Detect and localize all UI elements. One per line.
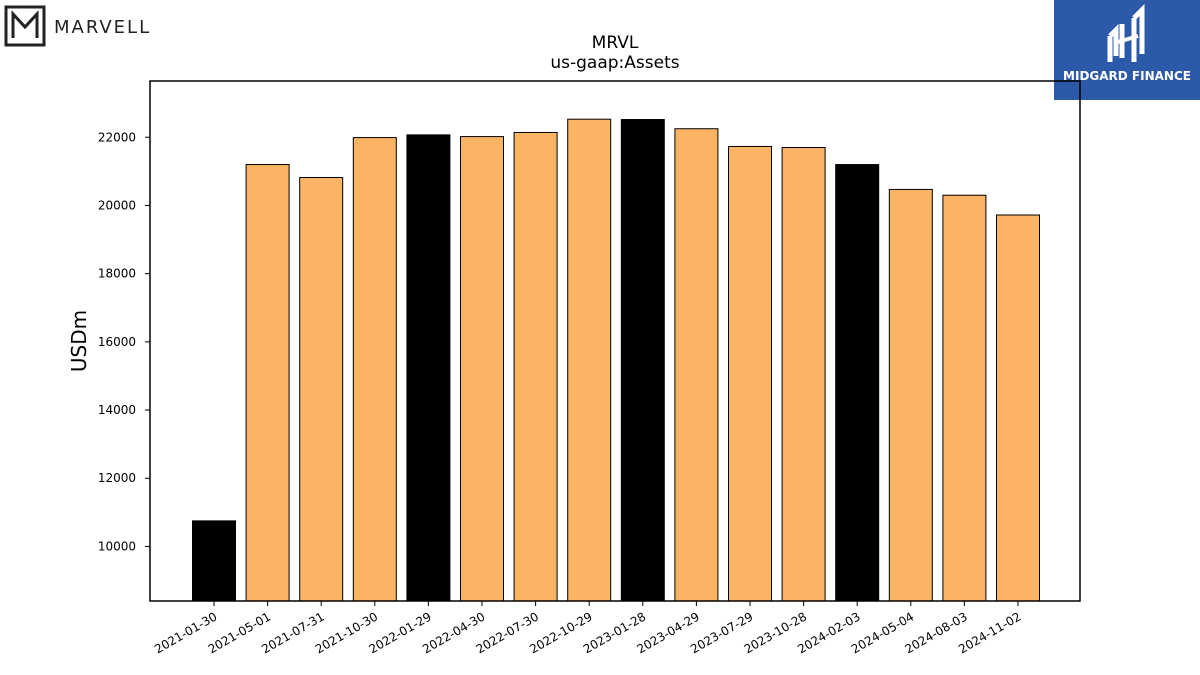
bar-2023-07-29	[728, 145, 772, 602]
y-tick-label: 18000	[98, 267, 136, 281]
bar-2024-02-03	[835, 164, 880, 602]
bar-2023-04-29	[674, 128, 719, 602]
y-tick-label: 14000	[98, 403, 136, 417]
y-axis-label: USDm	[67, 310, 91, 372]
x-ticks-group: 2021-01-302021-05-012021-07-312021-10-30…	[152, 601, 1024, 656]
bar-2022-04-30	[460, 136, 504, 602]
y-tick-label: 16000	[98, 335, 136, 349]
y-ticks-group: 10000 12000 14000 16000 18000 20000 22000	[98, 130, 150, 553]
y-tick-label: 22000	[98, 130, 136, 144]
bar-2023-10-28	[781, 146, 826, 602]
y-tick-label: 12000	[98, 471, 136, 485]
marvell-logo: MARVELL	[4, 5, 151, 47]
bar-2021-07-31	[299, 177, 344, 602]
chart-title: MRVL	[592, 33, 639, 53]
bars-group	[192, 118, 1040, 602]
bar-2024-08-03	[942, 194, 987, 602]
marvell-logo-text: MARVELL	[54, 17, 151, 38]
y-tick-label: 10000	[98, 539, 136, 553]
bar-2023-01-28	[620, 119, 665, 602]
bar-2021-01-30	[192, 520, 236, 602]
bar-2022-07-30	[513, 131, 558, 602]
bar-2021-10-30	[352, 137, 397, 602]
chart-subtitle: us-gaap:Assets	[550, 53, 679, 73]
y-tick-label: 20000	[98, 198, 136, 212]
bar-2021-05-01	[245, 164, 290, 602]
midgard-finance-logo-text: MIDGARD FINANCE	[1063, 69, 1191, 83]
plot-frame	[149, 80, 1081, 602]
midgard-finance-logo: MIDGARD FINANCE	[1054, 0, 1200, 100]
bar-2022-10-29	[567, 118, 612, 602]
bar-2024-11-02	[996, 214, 1040, 602]
marvell-logo-mark-icon	[4, 5, 46, 47]
bar-2024-05-04	[888, 188, 933, 602]
midgard-finance-mark-icon	[1107, 3, 1145, 62]
bar-2022-01-29	[406, 134, 451, 602]
